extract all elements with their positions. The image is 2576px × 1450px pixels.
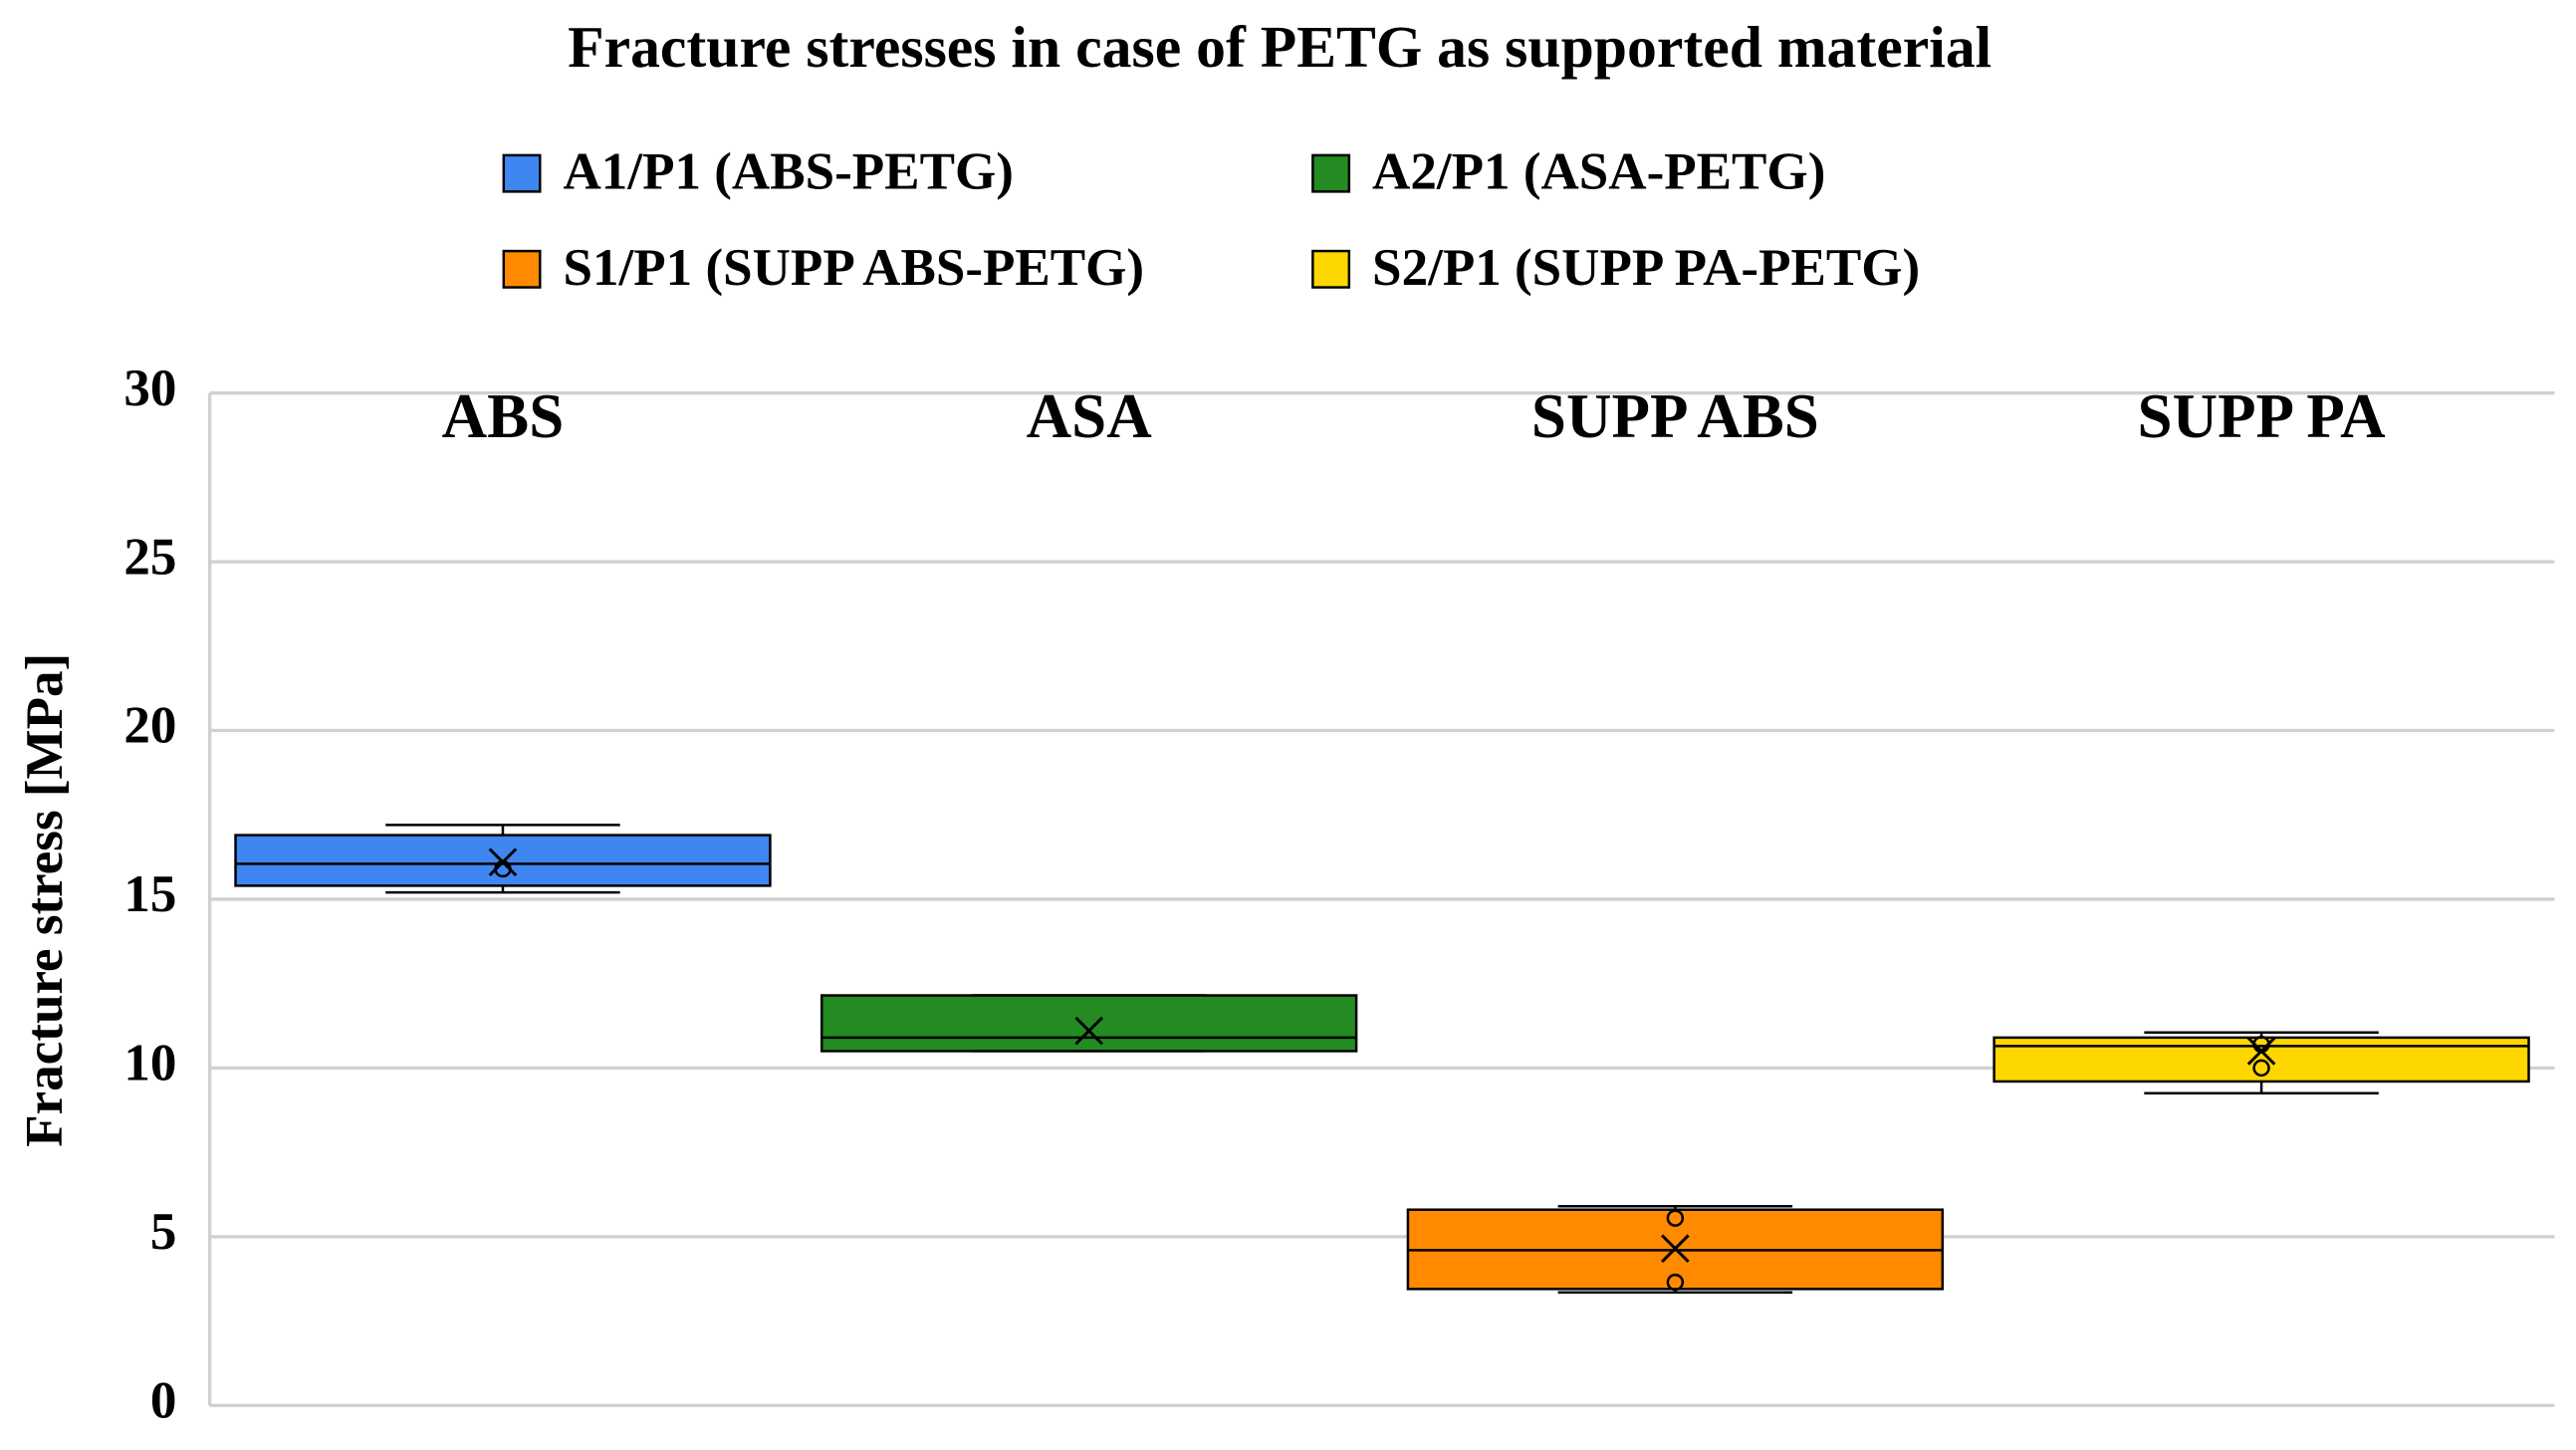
legend-label: A2/P1 (ASA-PETG) [1372, 143, 1825, 201]
y-tick-label: 30 [123, 360, 176, 417]
category-label: SUPP ABS [1531, 381, 1819, 451]
legend-swatch [502, 249, 542, 289]
mean-marker [1074, 1016, 1103, 1046]
category-label: ABS [442, 381, 565, 451]
y-tick-label: 20 [123, 697, 176, 755]
legend-label: S1/P1 (SUPP ABS-PETG) [564, 239, 1145, 297]
y-tick-label: 5 [150, 1203, 177, 1261]
legend-label: S2/P1 (SUPP PA-PETG) [1372, 239, 1920, 297]
outlier [1666, 1273, 1685, 1292]
outlier [1666, 1209, 1685, 1227]
legend-label: A1/P1 (ABS-PETG) [564, 143, 1014, 201]
outlier [2252, 1035, 2270, 1054]
y-tick-label: 0 [150, 1371, 177, 1429]
mean-marker [1661, 1234, 1690, 1263]
y-axis-label: Fracture stress [MPa] [16, 653, 74, 1147]
category-label: SUPP PA [2138, 381, 2387, 451]
y-tick-label: 15 [123, 865, 176, 923]
y-tick-label: 25 [123, 528, 176, 586]
legend-swatch [1311, 249, 1351, 289]
y-tick-label: 10 [123, 1035, 176, 1092]
outlier [2252, 1059, 2270, 1078]
category-label: ASA [1027, 381, 1153, 451]
outlier [494, 859, 512, 878]
legend-swatch [502, 153, 542, 193]
legend-swatch [1311, 153, 1351, 193]
chart-title: Fracture stresses in case of PETG as sup… [568, 14, 1991, 80]
box [820, 994, 1358, 1053]
